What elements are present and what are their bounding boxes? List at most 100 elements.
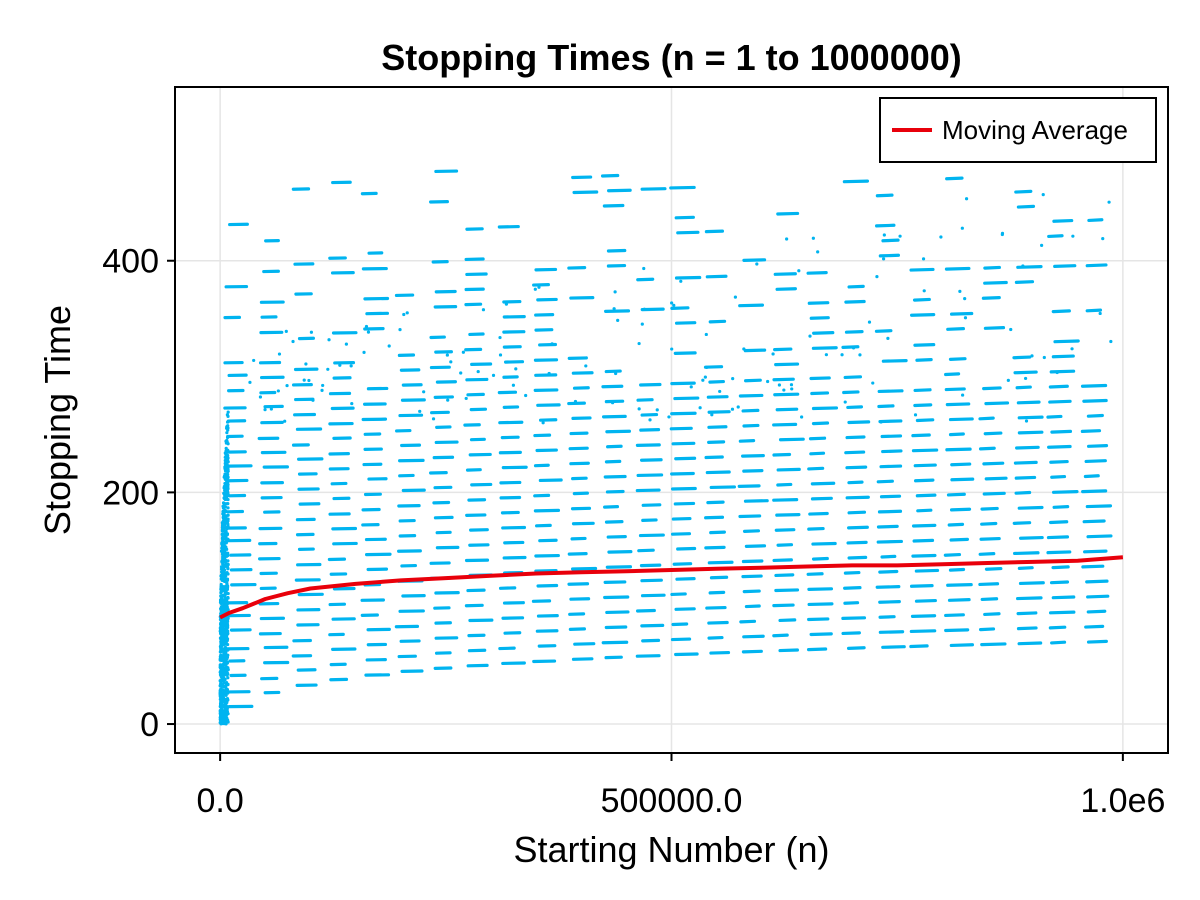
scatter-band-segment <box>980 597 999 602</box>
scatter-band-segment <box>984 476 1008 481</box>
scatter-band-segment <box>945 402 971 407</box>
scatter-band-segment <box>947 522 965 527</box>
scatter-band-segment <box>807 526 825 531</box>
scatter-band-segment <box>743 499 769 503</box>
scatter-band-segment <box>843 375 863 380</box>
scatter-point <box>1009 327 1013 332</box>
scatter-band-segment <box>775 407 799 412</box>
scatter-band-segment <box>742 589 761 594</box>
scatter-point <box>226 410 230 414</box>
scatter-point <box>459 371 463 375</box>
scatter-band-segment <box>909 584 934 588</box>
scatter-band-segment <box>742 469 764 473</box>
scatter-point <box>742 347 746 351</box>
scatter-band-segment <box>738 439 756 443</box>
scatter-band-segment <box>673 351 697 355</box>
scatter-point <box>224 521 228 525</box>
scatter-band-segment <box>1048 625 1067 630</box>
scatter-point <box>771 352 775 356</box>
scatter-band-segment <box>674 215 695 220</box>
scatter-band-segment <box>1085 308 1103 313</box>
scatter-band-segment <box>811 556 829 561</box>
scatter-point <box>461 350 465 354</box>
scatter-point <box>703 375 707 379</box>
scatter-band-segment <box>1014 189 1033 194</box>
scatter-point <box>637 341 641 346</box>
scatter-band-segment <box>980 521 998 526</box>
scatter-band-segment <box>741 574 763 579</box>
scatter-point <box>269 407 273 411</box>
scatter-band-segment <box>742 529 761 533</box>
scatter-band-segment <box>709 575 729 580</box>
scatter-band-segment <box>1046 550 1072 555</box>
scatter-band-segment <box>704 545 726 550</box>
scatter-point <box>225 431 229 435</box>
scatter-band-segment <box>909 267 935 272</box>
scatter-band-segment <box>978 552 996 556</box>
scatter-band-segment <box>809 632 833 637</box>
scatter-point <box>524 393 528 398</box>
scatter-point <box>223 505 228 509</box>
scatter-band-segment <box>913 403 933 408</box>
scatter-band-segment <box>741 649 763 654</box>
scatter-point <box>225 673 229 677</box>
scatter-point <box>790 387 794 391</box>
scatter-band-segment <box>841 631 861 636</box>
scatter-band-segment <box>774 588 800 593</box>
scatter-point <box>504 302 509 306</box>
scatter-band-segment <box>1048 520 1069 525</box>
scatter-point <box>736 405 740 409</box>
scatter-point <box>222 516 226 521</box>
scatter-band-segment <box>1014 280 1035 284</box>
scatter-band-segment <box>808 436 827 441</box>
scatter-point <box>960 226 964 230</box>
scatter-band-segment <box>912 297 931 302</box>
scatter-point <box>219 708 223 712</box>
scatter-band-segment <box>778 437 805 442</box>
scatter-band-segment <box>708 319 727 324</box>
scatter-band-segment <box>1052 505 1070 509</box>
y-tick-label: 200 <box>102 474 159 512</box>
scatter-band-segment <box>744 378 762 383</box>
scatter-point <box>612 307 616 311</box>
scatter-band-segment <box>775 512 801 517</box>
scatter-band-segment <box>709 650 731 655</box>
scatter-band-segment <box>1084 624 1105 629</box>
scatter-band-segment <box>707 635 724 640</box>
scatter-point <box>220 679 224 683</box>
scatter-point <box>226 629 230 633</box>
scatter-band-segment <box>772 422 798 427</box>
scatter-band-segment <box>949 507 972 512</box>
scatter-point <box>224 453 228 457</box>
scatter-point <box>285 383 289 388</box>
scatter-point <box>219 644 223 648</box>
scatter-point <box>422 390 426 394</box>
scatter-point <box>222 705 226 709</box>
scatter-band-segment <box>705 274 728 279</box>
scatter-band-segment <box>843 601 860 605</box>
scatter-band-segment <box>876 479 894 484</box>
scatter-band-segment <box>980 506 999 511</box>
scatter-point <box>219 549 224 553</box>
scatter-point <box>219 582 223 587</box>
scatter-band-segment <box>911 433 931 438</box>
scatter-point <box>808 334 812 338</box>
scatter-band-segment <box>773 347 793 352</box>
scatter-band-segment <box>708 590 726 595</box>
scatter-band-segment <box>739 619 757 624</box>
scatter-point <box>1000 232 1004 237</box>
scatter-band-segment <box>806 647 828 652</box>
scatter-point <box>220 663 225 667</box>
scatter-point <box>550 342 554 346</box>
scatter-band-segment <box>944 387 966 392</box>
scatter-point <box>226 442 230 446</box>
scatter-point <box>219 601 223 605</box>
scatter-band-segment <box>772 603 795 608</box>
scatter-band-segment <box>773 272 797 276</box>
scatter-point <box>225 570 229 575</box>
scatter-band-segment <box>847 284 865 289</box>
scatter-band-segment <box>841 616 867 621</box>
scatter-point <box>667 415 671 419</box>
scatter-point <box>220 624 224 628</box>
